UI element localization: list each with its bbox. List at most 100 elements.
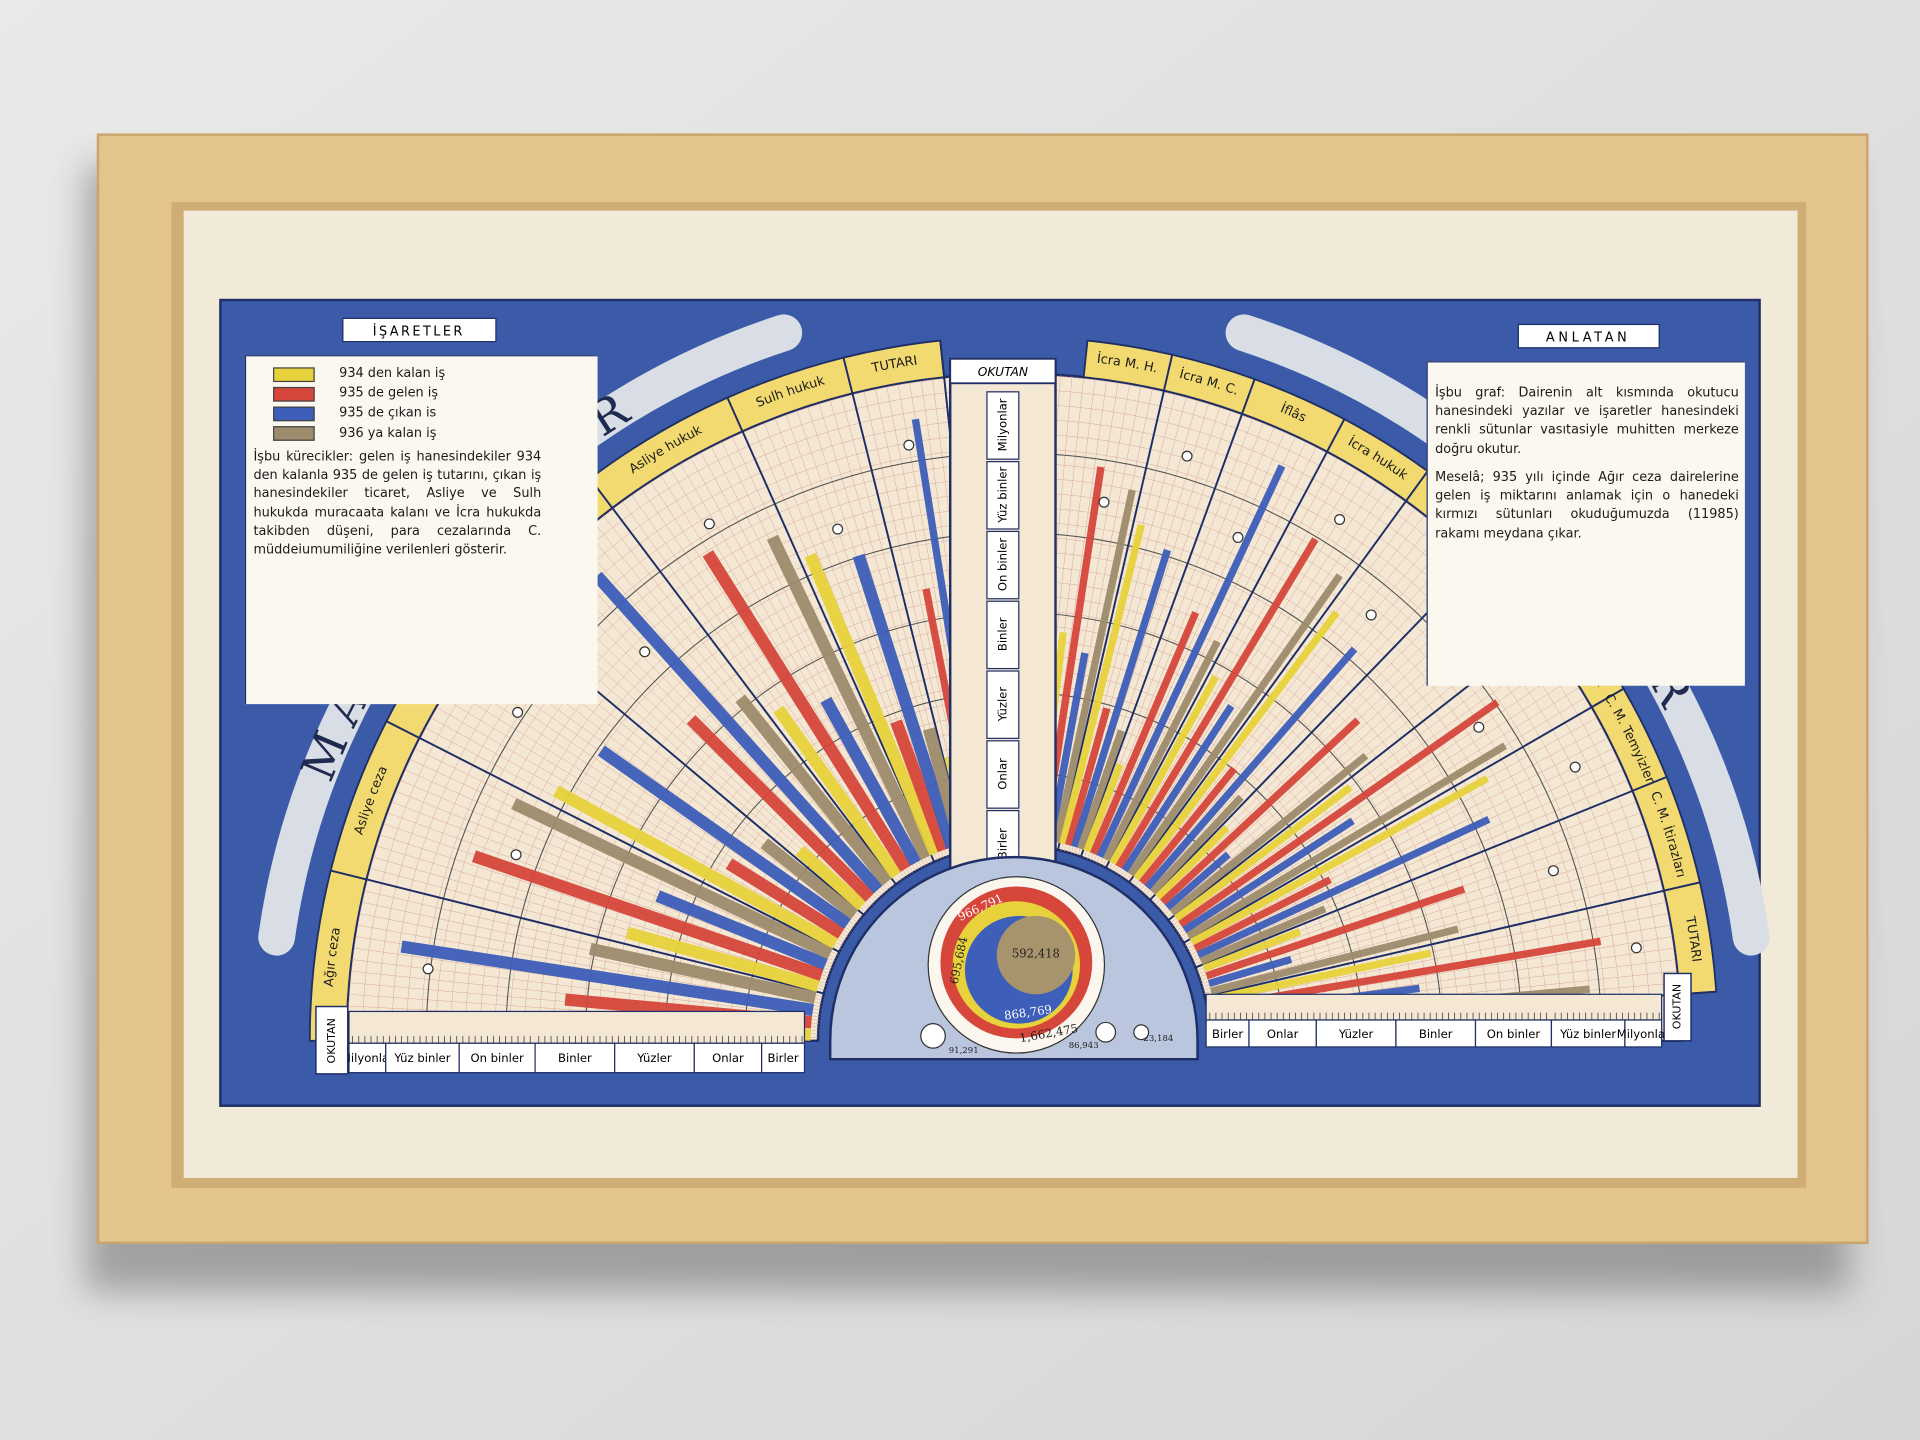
decor-bar: [1210, 925, 1459, 995]
grid-ray: [1139, 529, 1444, 891]
decor-bar: [1182, 817, 1355, 934]
sector-divider: [1056, 354, 1174, 851]
decor-bar: [400, 940, 814, 1016]
scale-cell: [1395, 1019, 1477, 1048]
decor-bar: [1169, 752, 1369, 916]
reader-header-box: [949, 357, 1057, 385]
legend-row: 936 ya kalan iş: [273, 424, 591, 443]
decor-bar: [1127, 573, 1343, 877]
explanation-box: İşbu graf: Dairenin alt kısmında okutucu…: [1426, 361, 1745, 686]
scale-cell: [1550, 1019, 1626, 1048]
decor-bar: [471, 850, 824, 981]
explanation-paragraph: Meselâ; 935 yılı içinde Ağır ceza dairel…: [1435, 470, 1739, 541]
grid-ray: [404, 769, 835, 962]
scale-label: Yüzler: [1338, 1027, 1374, 1041]
decor-bar: [735, 694, 892, 886]
reader-cell: [986, 740, 1020, 809]
decor-bar: [1133, 610, 1340, 881]
grid-ray: [435, 706, 845, 944]
scale-label: On binler: [1487, 1027, 1541, 1041]
scale-strip: [1205, 993, 1663, 1021]
decor-bar: [511, 798, 833, 960]
scale-label: Binler: [1419, 1027, 1453, 1041]
decor-circle: [832, 523, 844, 535]
decor-circle: [1181, 450, 1193, 462]
grid-ray: [1087, 421, 1265, 860]
center-number: 868,769: [1003, 1002, 1053, 1023]
grid-ray: [1117, 474, 1368, 875]
grid-ray: [375, 845, 827, 984]
decor-bar: [1052, 489, 1136, 843]
scale-cell: [1474, 1019, 1553, 1048]
decor-bar: [1102, 639, 1221, 862]
decor-circle: [1098, 496, 1110, 508]
decor-bar: [597, 745, 852, 929]
grid-ray: [1206, 913, 1670, 1004]
sector-divider: [589, 477, 897, 885]
legend-box: 934 den kalan iş 935 de gelen iş 935 de çı…: [244, 355, 598, 705]
scale-label: Binler: [558, 1051, 592, 1065]
decor-bar: [588, 942, 817, 1004]
decor-bar: [592, 571, 883, 894]
decor-bar: [820, 696, 922, 866]
grid-ray: [1134, 514, 1425, 887]
decor-bar: [1202, 928, 1302, 972]
reader-label-left: OKUTAN: [325, 1018, 338, 1063]
scale-cell: [1624, 1019, 1663, 1048]
decor-bar: [1077, 729, 1125, 850]
decor-bar: [1083, 762, 1124, 853]
decor-bar: [804, 552, 941, 856]
decor-bar: [1155, 825, 1230, 900]
decor-bar: [1149, 794, 1244, 895]
grid-ray: [1093, 431, 1286, 862]
scale-cell: [1205, 1019, 1250, 1048]
legend-title: İŞARETLER: [373, 324, 465, 340]
grid-ray: [1176, 667, 1568, 932]
decor-bar: [553, 785, 839, 949]
legend-swatch: [273, 426, 315, 442]
decor-bar: [1089, 611, 1200, 856]
decor-circle: [1547, 865, 1559, 877]
reader-box-left: [315, 1005, 349, 1075]
grid-ray: [1144, 544, 1461, 896]
center-number: 23,184: [1143, 1034, 1174, 1044]
decor-bar: [1115, 537, 1319, 869]
decor-circle: [510, 849, 522, 861]
sector-label: TUTARI: [1682, 914, 1704, 963]
scale-label: On binler: [470, 1051, 524, 1065]
decor-bar: [1096, 464, 1286, 859]
center-small-circle: [920, 1023, 946, 1049]
decor-bar: [1196, 816, 1491, 959]
decor-bar: [795, 845, 867, 911]
reader-scale-label: Binler: [995, 617, 1009, 651]
sector-divider: [386, 720, 840, 953]
decor-bar: [1178, 699, 1500, 928]
decor-bar: [1121, 704, 1235, 873]
legend-swatch: [273, 406, 315, 422]
center-number: 91,291: [949, 1046, 979, 1056]
scale-label: Milyonlar: [341, 1051, 394, 1065]
explanation-title: ANLATAN: [1546, 331, 1631, 346]
decor-bar: [725, 858, 845, 939]
center-number: 86,943: [1069, 1041, 1099, 1051]
scale-label: Yüz binler: [1559, 1027, 1616, 1041]
explanation-paragraph: İşbu graf: Dairenin alt kısmında okutucu…: [1435, 385, 1739, 457]
reader-cell: [986, 391, 1020, 460]
grid-ray: [584, 529, 889, 891]
decor-bar: [1059, 524, 1145, 845]
decor-bar: [1160, 717, 1361, 905]
explanation-title-box: [1517, 323, 1660, 349]
decor-bar: [760, 838, 859, 920]
decor-bar: [655, 890, 828, 970]
decor-bar: [1207, 955, 1293, 988]
scale-label: Onlar: [712, 1051, 744, 1065]
grid-ray: [1189, 748, 1614, 956]
scale-cell: [348, 1042, 387, 1074]
center-small-circle: [1095, 1021, 1117, 1043]
reader-scale-label: On binler: [995, 538, 1009, 592]
center-number: 592,418: [1012, 947, 1060, 961]
decor-bar: [686, 715, 875, 902]
scale-label: Onlar: [1267, 1027, 1299, 1041]
